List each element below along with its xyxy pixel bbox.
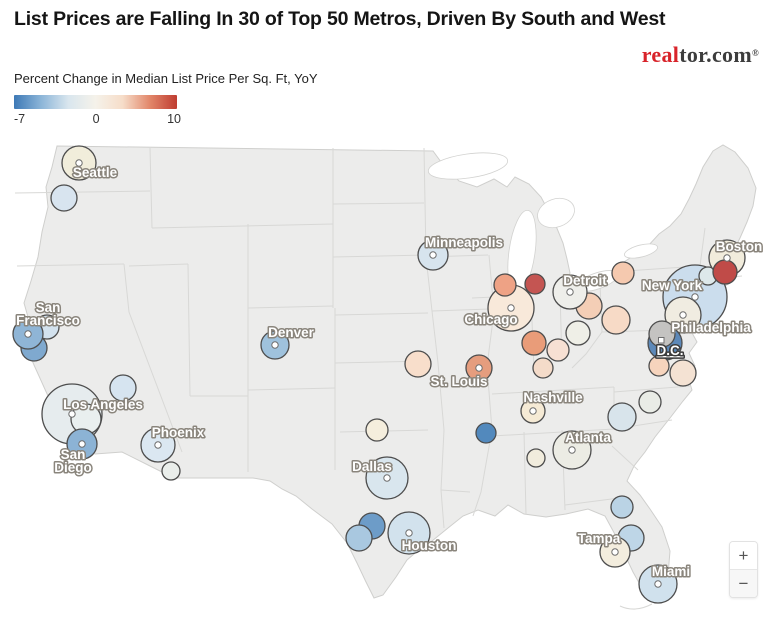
logo-registered-mark: ® — [751, 48, 759, 58]
metro-center-dot-chicago — [507, 304, 515, 312]
metro-bubble-oklahoma-city[interactable] — [365, 418, 389, 442]
metro-bubble-jacksonville[interactable] — [610, 495, 634, 519]
metro-bubble-memphis[interactable] — [475, 422, 497, 444]
metro-label-chicago: Chicago — [464, 312, 517, 327]
metro-label-minneapolis: Minneapolis — [425, 235, 503, 250]
metro-label-phoenix: Phoenix — [152, 425, 205, 440]
metro-center-dot-nashville — [529, 407, 537, 415]
metro-center-dot-san-diego — [78, 440, 86, 448]
logo-real-part: real — [641, 42, 680, 67]
metro-bubble-louisville[interactable] — [532, 357, 554, 379]
metro-label-nashville: Nashville — [523, 390, 583, 405]
metro-label-denver: Denver — [268, 325, 315, 340]
zoom-in-button[interactable]: + — [730, 542, 757, 569]
metro-label-tampa: Tampa — [578, 531, 621, 546]
metro-bubble-raleigh[interactable] — [638, 390, 662, 414]
metro-label-atlanta: Atlanta — [565, 430, 611, 445]
metro-bubble-columbus[interactable] — [565, 320, 591, 346]
metro-label-boston: Boston — [716, 239, 763, 254]
metro-bubble-pittsburgh[interactable] — [601, 305, 631, 335]
legend-max-label: 10 — [167, 112, 181, 126]
metro-bubble-birmingham[interactable] — [526, 448, 546, 468]
metro-center-dot-philadelphia — [679, 311, 687, 319]
zoom-out-button[interactable]: − — [730, 570, 757, 597]
metro-bubble-las-vegas[interactable] — [109, 374, 137, 402]
metro-center-dot-seattle — [75, 159, 83, 167]
logo-tor-com-part: tor.com — [679, 42, 752, 67]
metro-center-dot-boston — [723, 254, 731, 262]
state-borders — [14, 147, 743, 610]
metro-bubble-virginia-beach[interactable] — [669, 359, 697, 387]
metro-label-new-york: New York — [642, 278, 703, 293]
metro-label-miami: Miami — [652, 564, 690, 579]
metro-center-dot-miami — [654, 580, 662, 588]
metro-label-st-louis: St. Louis — [431, 374, 488, 389]
metro-label-los-angeles: Los Angeles — [63, 397, 143, 412]
map-zoom-control: + − — [729, 541, 758, 598]
metro-center-dot-dallas — [383, 474, 391, 482]
metro-markers-and-labels: Seattle San Francisco Los Angeles San Diego Ph… — [15, 159, 764, 588]
legend-min-label: -7 — [14, 112, 26, 126]
metro-bubble-san-antonio[interactable] — [345, 524, 373, 552]
metro-bubble-charlotte[interactable] — [607, 402, 637, 432]
legend-gradient-bar — [14, 95, 177, 109]
page-title: List Prices are Falling In 30 of Top 50 … — [14, 8, 666, 30]
metro-bubble-grand-rapids[interactable] — [524, 273, 546, 295]
color-legend: Percent Change in Median List Price Per … — [14, 71, 318, 126]
metro-center-dot-san-francisco — [24, 330, 32, 338]
metro-bubble-indianapolis[interactable] — [521, 330, 547, 356]
legend-title: Percent Change in Median List Price Per … — [14, 71, 318, 86]
metro-center-dot-detroit — [566, 288, 574, 296]
metro-bubble-providence[interactable] — [712, 259, 738, 285]
metro-label-philadelphia: Philadelphia — [671, 320, 751, 335]
metro-bubble-tucson[interactable] — [161, 461, 181, 481]
metro-center-dot-los-angeles — [68, 410, 76, 418]
metro-bubble-richmond[interactable] — [648, 355, 670, 377]
metro-center-dot-tampa — [611, 548, 619, 556]
metro-bubble-cincinnati[interactable] — [546, 338, 570, 362]
metro-label-seattle: Seattle — [73, 165, 118, 180]
legend-mid-label: 0 — [92, 112, 100, 126]
metro-bubble-kansas-city[interactable] — [404, 350, 432, 378]
metro-bubble-baltimore[interactable] — [648, 320, 676, 348]
metro-bubble-buffalo[interactable] — [611, 261, 635, 285]
metro-center-dot-houston — [405, 529, 413, 537]
metro-label-detroit: Detroit — [563, 273, 607, 288]
metro-bubble-portland[interactable] — [50, 184, 78, 212]
metro-center-dot-denver — [271, 341, 279, 349]
metro-center-marker-washington-d-c — [658, 337, 665, 344]
metro-center-dot-new-york — [691, 293, 699, 301]
metro-label-houston: Houston — [402, 538, 457, 553]
metro-center-dot-minneapolis — [429, 251, 437, 259]
metro-center-dot-atlanta — [568, 446, 576, 454]
metro-label-washington-d-c: D.C. — [657, 343, 684, 358]
metro-label-dallas: Dallas — [352, 459, 392, 474]
metro-label-san-francisco: San Francisco — [16, 300, 80, 328]
metro-bubble-milwaukee[interactable] — [493, 273, 517, 297]
legend-tick-labels: -7 0 10 — [14, 112, 181, 126]
metro-center-dot-st-louis — [475, 364, 483, 372]
metro-label-san-diego: San Diego — [54, 447, 92, 475]
realtor-logo: realtor.com® — [642, 42, 759, 68]
zoom-control-divider — [730, 569, 757, 570]
metro-center-dot-phoenix — [154, 441, 162, 449]
great-lakes — [427, 152, 658, 295]
